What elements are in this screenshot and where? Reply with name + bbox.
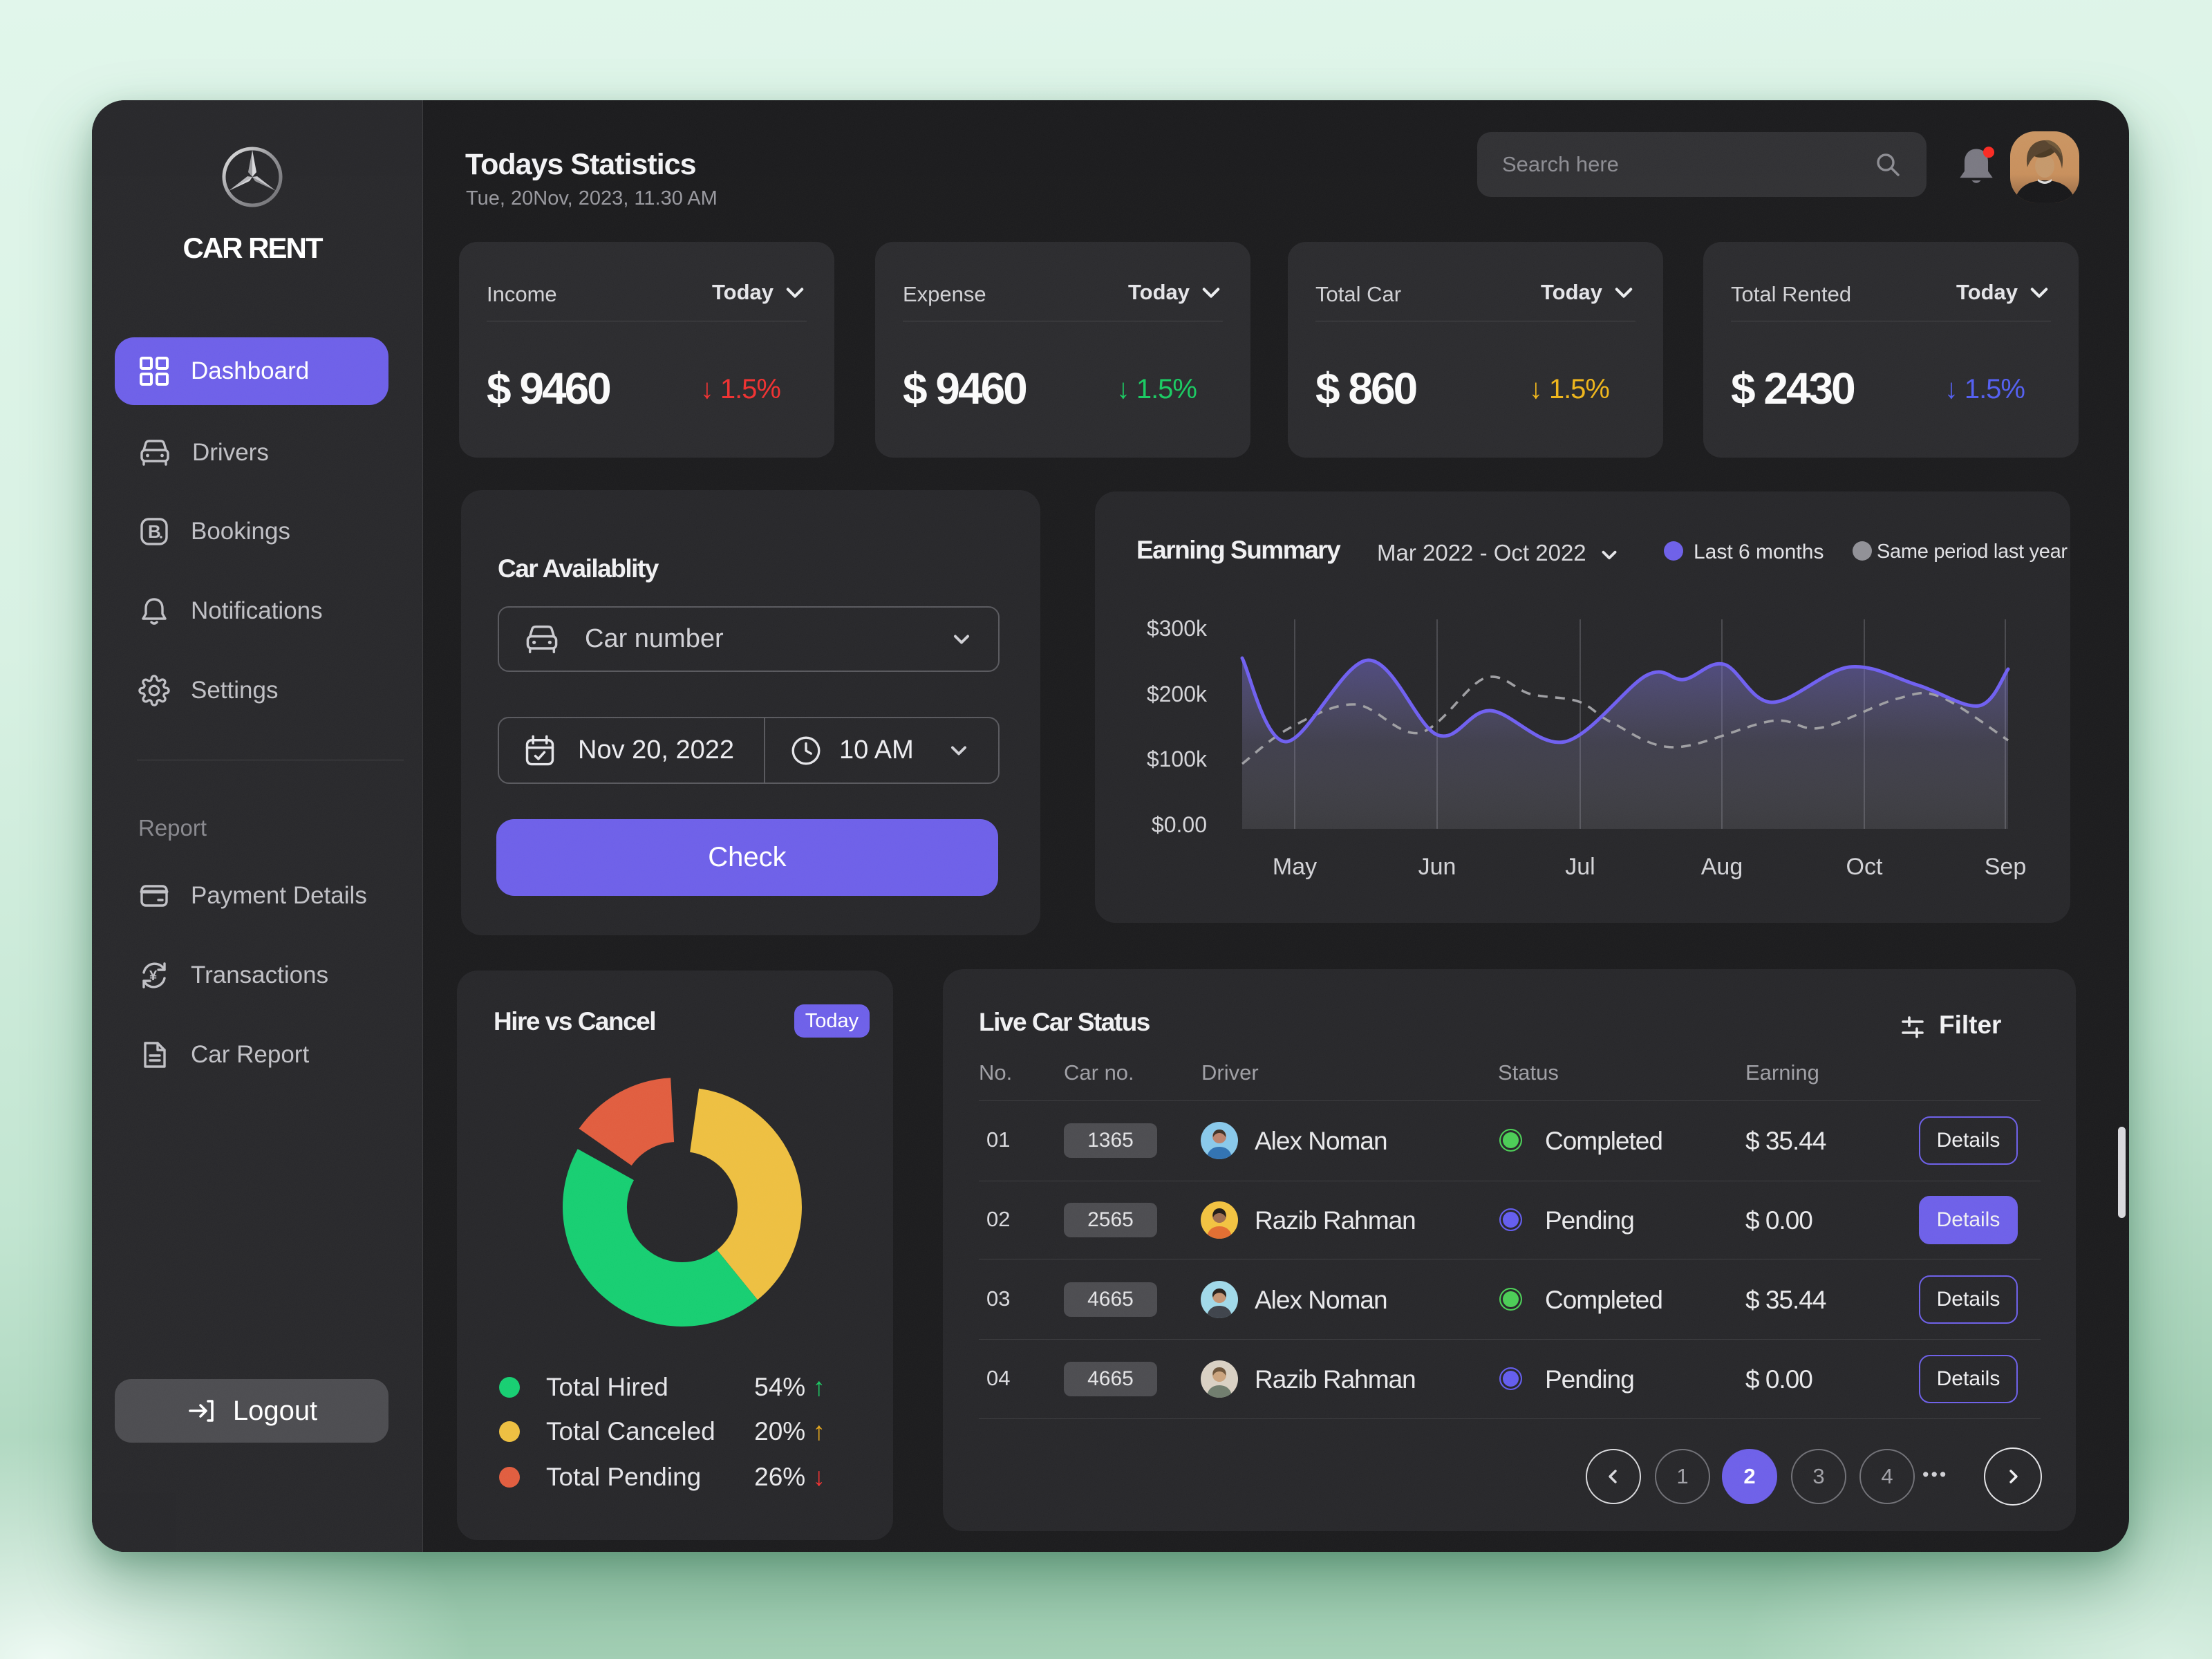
svg-text:¥: ¥ <box>149 968 158 984</box>
svg-text:B: B <box>148 521 161 542</box>
